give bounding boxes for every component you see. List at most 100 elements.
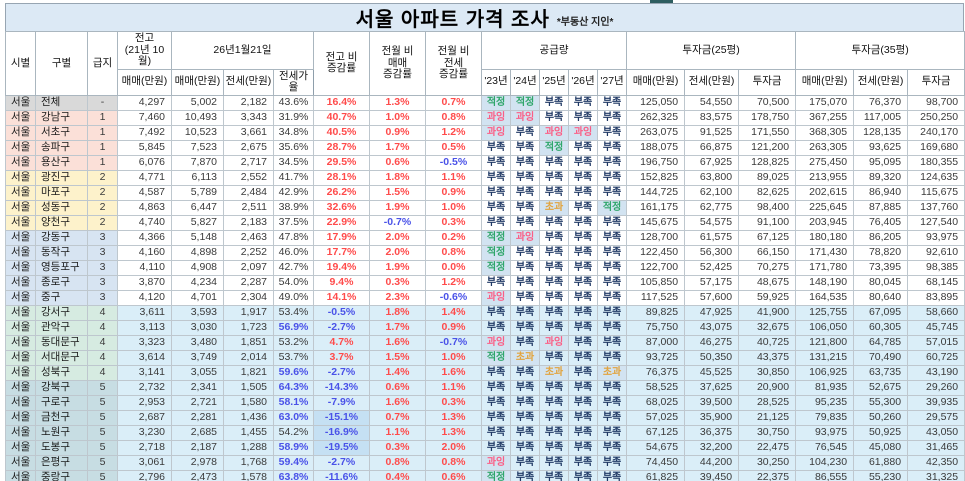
col-header-inv25-jeonse[interactable]: 전세(만원) — [684, 68, 740, 96]
cell-gu[interactable]: 강북구 — [35, 379, 88, 396]
cell-inv25-2[interactable]: 66,150 — [738, 244, 797, 261]
cell-inv35-2[interactable]: 124,635 — [907, 169, 965, 186]
cell-supply-year-3[interactable]: 부족 — [568, 289, 599, 306]
cell-chg-sale[interactable]: 1.9% — [369, 199, 427, 216]
cell-supply-year-1[interactable]: 부족 — [510, 214, 541, 231]
cell-supply-year-0[interactable]: 부족 — [481, 274, 512, 291]
cell-sido[interactable]: 서울 — [5, 214, 36, 231]
cell-jeonse-ratio[interactable]: 53.2% — [272, 334, 315, 351]
cell-inv25-1[interactable]: 57,600 — [684, 289, 740, 306]
cell-sale[interactable]: 4,234 — [171, 274, 224, 291]
cell-inv35-0[interactable]: 81,935 — [795, 379, 855, 396]
cell-supply-year-0[interactable]: 부족 — [481, 379, 512, 396]
col-header-date-group[interactable]: 26년1월21일 — [170, 31, 315, 70]
cell-chg-jeonse[interactable]: 1.0% — [425, 199, 483, 216]
cell-chg-sale[interactable]: 1.6% — [369, 394, 427, 411]
cell-inv35-1[interactable]: 95,095 — [853, 154, 909, 171]
cell-supply-year-3[interactable]: 부족 — [568, 364, 599, 381]
cell-gu[interactable]: 중구 — [35, 289, 88, 306]
cell-jeonse-ratio[interactable]: 46.0% — [272, 244, 315, 261]
cell-inv35-2[interactable]: 98,385 — [907, 259, 965, 276]
cell-supply-year-2[interactable]: 부족 — [539, 154, 570, 171]
cell-gu[interactable]: 은평구 — [35, 454, 88, 471]
cell-inv25-1[interactable]: 44,200 — [684, 454, 740, 471]
cell-supply-year-3[interactable]: 부족 — [568, 304, 599, 321]
cell-inv25-2[interactable]: 32,675 — [738, 319, 797, 336]
cell-inv35-1[interactable]: 86,940 — [853, 184, 909, 201]
cell-supply-year-3[interactable]: 부족 — [568, 424, 599, 441]
cell-chg-sale[interactable]: 0.8% — [369, 454, 427, 471]
cell-jeonse-ratio[interactable]: 64.3% — [272, 379, 315, 396]
cell-supply-year-0[interactable]: 부족 — [481, 364, 512, 381]
cell-prev-sale[interactable]: 4,740 — [117, 214, 172, 231]
cell-supply-year-4[interactable]: 부족 — [597, 379, 628, 396]
cell-chg-sale[interactable]: 2.0% — [369, 244, 427, 261]
col-header-inv25-sale[interactable]: 매매(만원) — [626, 68, 686, 96]
cell-jeonse-ratio[interactable]: 59.4% — [272, 454, 315, 471]
cell-jeonse[interactable]: 2,463 — [223, 229, 274, 246]
cell-gu[interactable]: 도봉구 — [35, 439, 88, 456]
cell-chg-jeonse[interactable]: 0.9% — [425, 319, 483, 336]
cell-tier[interactable]: 5 — [87, 424, 118, 441]
cell-inv35-2[interactable]: 83,895 — [907, 289, 965, 306]
cell-tier[interactable]: 1 — [87, 154, 118, 171]
cell-chg-prev[interactable]: 4.7% — [313, 334, 371, 351]
cell-inv35-0[interactable]: 368,305 — [795, 124, 855, 141]
cell-chg-jeonse[interactable]: 0.8% — [425, 109, 483, 126]
col-header-prev-group[interactable]: 전고 (21년 10월) — [117, 31, 172, 70]
cell-chg-prev[interactable]: 16.4% — [313, 94, 371, 111]
cell-supply-year-3[interactable]: 부족 — [568, 379, 599, 396]
cell-supply-year-3[interactable]: 부족 — [568, 469, 599, 481]
cell-chg-jeonse[interactable]: 0.8% — [425, 244, 483, 261]
cell-jeonse-ratio[interactable]: 53.7% — [272, 349, 315, 366]
cell-gu[interactable]: 동대문구 — [35, 334, 88, 351]
cell-gu[interactable]: 동작구 — [35, 244, 88, 261]
cell-sido[interactable]: 서울 — [5, 259, 36, 276]
cell-inv25-2[interactable]: 41,900 — [738, 304, 797, 321]
cell-chg-prev[interactable]: -2.7% — [313, 364, 371, 381]
cell-chg-prev[interactable]: -2.7% — [313, 454, 371, 471]
cell-chg-jeonse[interactable]: 1.1% — [425, 169, 483, 186]
cell-supply-year-4[interactable]: 부족 — [597, 244, 628, 261]
cell-supply-year-3[interactable]: 부족 — [568, 439, 599, 456]
cell-supply-year-3[interactable]: 부족 — [568, 244, 599, 261]
cell-inv25-2[interactable]: 59,925 — [738, 289, 797, 306]
cell-gu[interactable]: 종로구 — [35, 274, 88, 291]
cell-inv25-0[interactable]: 161,175 — [626, 199, 686, 216]
cell-supply-year-1[interactable]: 초과 — [510, 349, 541, 366]
cell-inv35-2[interactable]: 180,355 — [907, 154, 965, 171]
cell-sido[interactable]: 서울 — [5, 94, 36, 111]
col-header-prev-sale[interactable]: 매매(만원) — [117, 68, 172, 96]
col-header-chg-sale[interactable]: 전월 비 매매 증감률 — [369, 31, 427, 96]
cell-supply-year-0[interactable]: 부족 — [481, 184, 512, 201]
cell-chg-sale[interactable]: 1.5% — [369, 349, 427, 366]
cell-inv25-2[interactable]: 89,025 — [738, 169, 797, 186]
cell-chg-prev[interactable]: 29.5% — [313, 154, 371, 171]
cell-inv25-0[interactable]: 57,025 — [626, 409, 686, 426]
cell-inv25-0[interactable]: 145,675 — [626, 214, 686, 231]
cell-jeonse-ratio[interactable]: 56.9% — [272, 319, 315, 336]
cell-supply-year-4[interactable]: 부족 — [597, 424, 628, 441]
cell-inv25-1[interactable]: 35,900 — [684, 409, 740, 426]
cell-inv35-1[interactable]: 128,135 — [853, 124, 909, 141]
cell-gu[interactable]: 용산구 — [35, 154, 88, 171]
cell-tier[interactable]: 3 — [87, 244, 118, 261]
cell-gu[interactable]: 성동구 — [35, 199, 88, 216]
cell-supply-year-1[interactable]: 부족 — [510, 364, 541, 381]
cell-supply-year-0[interactable]: 부족 — [481, 154, 512, 171]
cell-inv25-2[interactable]: 30,750 — [738, 424, 797, 441]
cell-inv25-1[interactable]: 36,375 — [684, 424, 740, 441]
cell-tier[interactable]: 2 — [87, 184, 118, 201]
cell-tier[interactable]: 2 — [87, 199, 118, 216]
cell-sale[interactable]: 2,473 — [171, 469, 224, 481]
cell-sido[interactable]: 서울 — [5, 169, 36, 186]
cell-inv25-2[interactable]: 128,825 — [738, 154, 797, 171]
cell-chg-jeonse[interactable]: 1.3% — [425, 424, 483, 441]
cell-jeonse[interactable]: 2,014 — [223, 349, 274, 366]
cell-gu[interactable]: 성북구 — [35, 364, 88, 381]
cell-inv25-0[interactable]: 58,525 — [626, 379, 686, 396]
cell-inv25-0[interactable]: 89,825 — [626, 304, 686, 321]
cell-tier[interactable]: 4 — [87, 319, 118, 336]
cell-chg-prev[interactable]: 17.7% — [313, 244, 371, 261]
cell-jeonse-ratio[interactable]: 37.5% — [272, 214, 315, 231]
